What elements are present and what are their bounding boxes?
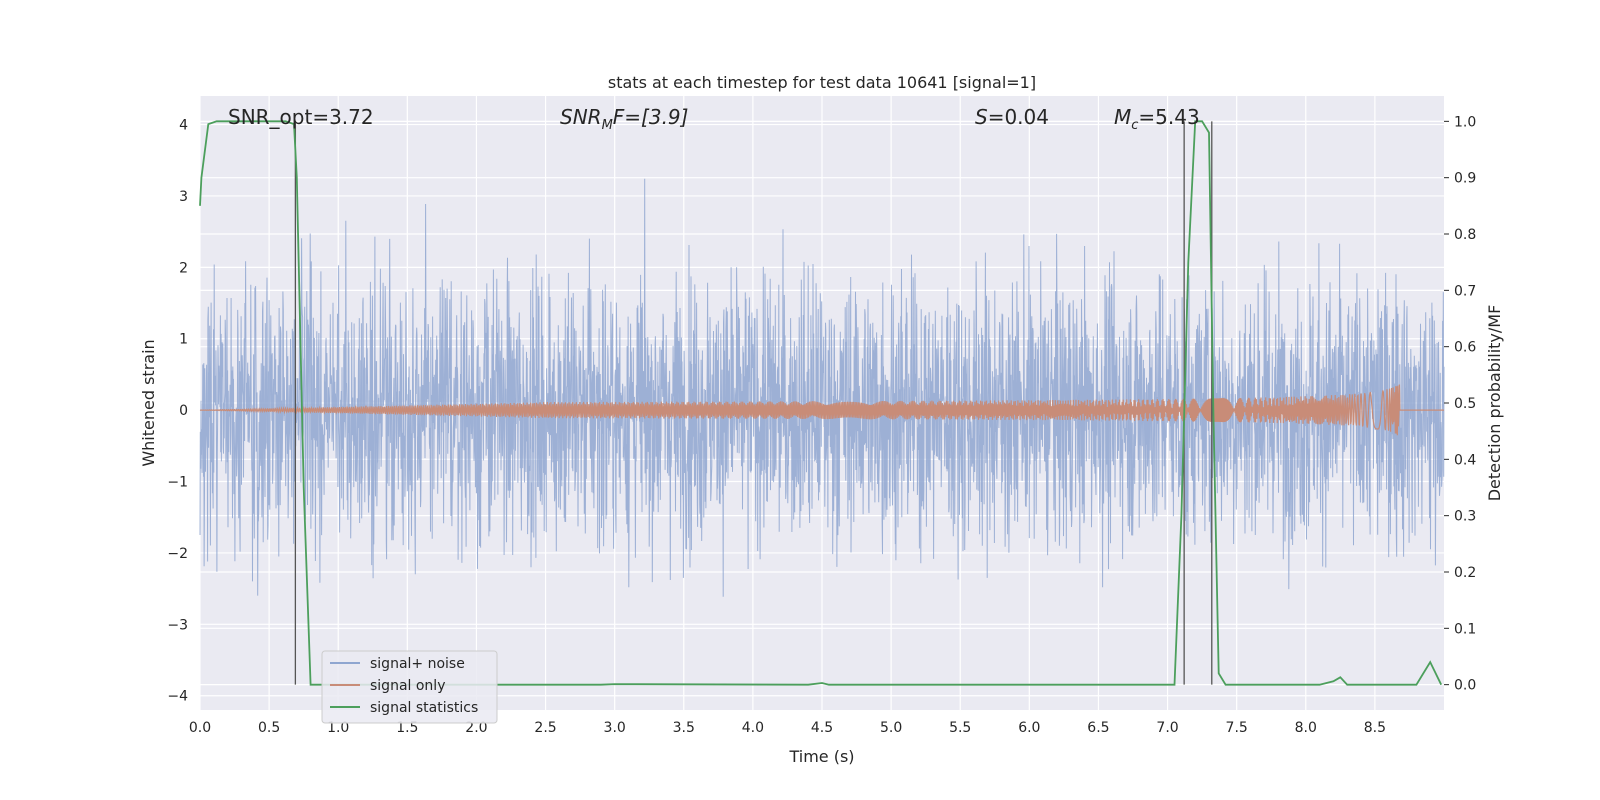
y-tick-label: −3 [167,617,188,633]
x-tick-label: 4.0 [742,720,764,736]
snr-mf-tail: F=[3.9] [613,105,689,129]
x-tick-label: 1.0 [327,720,349,736]
y2-axis-label: Detection probability/MF [1485,305,1504,502]
x-tick-label: 6.5 [1087,720,1109,736]
legend-label-signal: signal only [370,678,445,694]
signal-statistics-series [199,120,1443,686]
legend-label-noise: signal+ noise [370,656,465,672]
y2-tick-label: 0.5 [1454,396,1476,412]
mc-var: M [1114,105,1131,129]
y-axis-label: Whitened strain [139,339,158,466]
x-tick-label: 0.0 [189,720,211,736]
legend-label-stats: signal statistics [370,700,478,716]
y2-tick-label: 0.7 [1454,283,1476,299]
annotation-mc: Mc=5.43 [1114,105,1200,133]
x-tick-label: 3.0 [604,720,626,736]
tick-labels: 0.0 0.5 1.0 1.5 2.0 2.5 3.0 3.5 4.0 4.5 5.0 5.5 6.0 6… [167,114,1476,736]
x-tick-label: 0.5 [258,720,280,736]
y-tick-label: 1 [179,332,188,348]
signal-only-line [199,384,1444,436]
x-tick-label: 8.5 [1364,720,1386,736]
signal-only-series [199,384,1444,436]
snr-mf-sub: M [602,118,613,133]
y2-tick-label: 0.0 [1454,678,1476,694]
y-tick-label: −2 [167,546,188,562]
legend-box [321,650,498,724]
y2-tick-label: 0.8 [1454,227,1476,243]
x-tick-label: 7.0 [1156,720,1178,736]
snr-mf-base: SNR [560,105,602,129]
y2-tick-label: 0.4 [1454,452,1476,468]
y2-tick-label: 0.1 [1454,621,1476,637]
annotation-s: S=0.04 [975,105,1049,129]
s-val: =0.04 [988,105,1049,129]
y-tick-label: 2 [179,260,188,276]
x-tick-label: 3.5 [673,720,695,736]
y-tick-label: −1 [167,475,188,491]
annotation-snr-mf: SNRMF=[3.9] [560,105,688,133]
y-tick-label: 0 [179,403,188,419]
x-tick-label: 5.0 [880,720,902,736]
mc-sub: c [1131,118,1138,133]
chart-title: stats at each timestep for test data 106… [608,73,1036,92]
y-tick-label: 3 [179,189,188,205]
legend: signal+ noise signal only signal statist… [321,650,498,724]
y2-tick-label: 0.3 [1454,509,1476,525]
mc-val: =5.43 [1138,105,1199,129]
x-tick-label: 6.0 [1018,720,1040,736]
x-tick-label: 1.5 [396,720,418,736]
y-tick-label: −4 [167,689,188,705]
x-axis-label: Time (s) [788,747,854,766]
y2-tick-label: 0.6 [1454,340,1476,356]
x-tick-label: 2.0 [465,720,487,736]
y-tick-label: 4 [179,118,188,134]
annotation-snr-opt: SNR_opt=3.72 [228,105,374,129]
signal-statistics-line [199,120,1443,686]
y2-tick-label: 0.9 [1454,171,1476,187]
x-tick-label: 5.5 [949,720,971,736]
x-tick-label: 2.5 [534,720,556,736]
s-var: S [975,105,988,129]
x-tick-label: 8.0 [1295,720,1317,736]
x-tick-label: 4.5 [811,720,833,736]
y2-tick-label: 1.0 [1454,114,1476,130]
x-tick-label: 7.5 [1226,720,1248,736]
y2-tick-label: 0.2 [1454,565,1476,581]
